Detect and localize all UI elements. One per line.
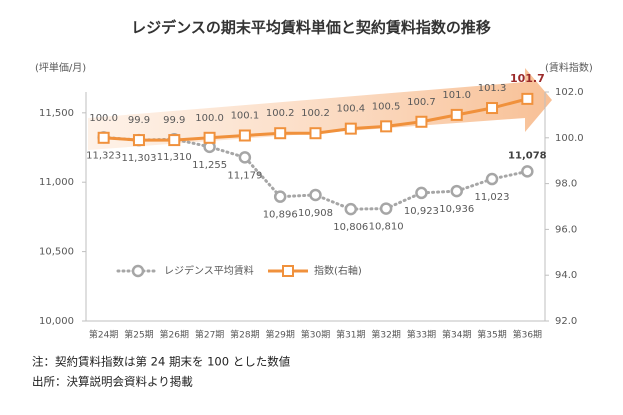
chart-title: レジデンスの期末平均賃料単価と契約賃料指数の推移 xyxy=(131,19,491,37)
point xyxy=(132,134,145,147)
y-tick-label: 10,500 xyxy=(39,247,74,258)
data-label: 101.0 xyxy=(442,90,471,101)
legend-marker xyxy=(131,264,145,278)
legend-label: レジデンス平均賃料 xyxy=(164,264,254,277)
x-tick-label: 第34期 xyxy=(442,329,471,341)
data-label: 11,303 xyxy=(121,153,156,164)
data-label: 11,023 xyxy=(475,192,510,203)
x-tick-label: 第35期 xyxy=(477,329,506,341)
x-tick-label: 第25期 xyxy=(124,329,153,341)
data-label: 10,896 xyxy=(263,210,298,221)
point xyxy=(97,131,110,144)
data-label: 100.1 xyxy=(231,111,260,122)
point xyxy=(521,92,534,105)
y2-tick-label: 94.0 xyxy=(555,270,577,281)
y2-tick-label: 96.0 xyxy=(555,224,577,235)
data-label: 10,923 xyxy=(404,206,439,217)
x-tick-label: 第29期 xyxy=(265,329,294,341)
point xyxy=(238,151,252,164)
note: 注：契約賃料指数は第 24 期末を 100 とした数値 xyxy=(32,355,291,369)
point xyxy=(274,127,287,140)
y2-tick-label: 92.0 xyxy=(555,316,577,327)
y2-tick-label: 102.0 xyxy=(555,87,584,98)
data-label: 100.0 xyxy=(195,113,224,124)
point xyxy=(238,129,251,142)
data-label: 11,310 xyxy=(157,152,192,163)
point xyxy=(380,120,393,133)
y-tick-label: 11,000 xyxy=(39,177,74,188)
data-label: 11,255 xyxy=(192,160,227,171)
y-tick-label: 10,000 xyxy=(39,316,74,327)
point xyxy=(203,131,216,144)
point xyxy=(485,172,499,186)
point xyxy=(486,102,499,115)
data-label: 100.0 xyxy=(89,113,118,124)
note: 出所：決算説明会資料より掲載 xyxy=(32,375,193,389)
point xyxy=(168,134,181,147)
x-tick-label: 第33期 xyxy=(407,329,436,341)
point xyxy=(344,122,357,135)
x-tick-label: 第31期 xyxy=(336,329,365,341)
data-label: 101.7 xyxy=(510,72,545,85)
point xyxy=(450,184,463,198)
data-label: 10,806 xyxy=(333,222,368,233)
legend-marker xyxy=(282,265,294,277)
data-label: 11,078 xyxy=(508,150,547,161)
data-label: 10,908 xyxy=(298,208,333,219)
x-tick-label: 第28期 xyxy=(230,329,259,341)
data-label: 100.7 xyxy=(407,97,436,108)
x-tick-label: 第32期 xyxy=(371,329,400,341)
data-label: 10,936 xyxy=(439,204,474,215)
trend-arrow xyxy=(88,68,552,150)
data-label: 100.2 xyxy=(266,108,295,119)
point xyxy=(344,202,358,216)
y2-axis-label: (賃料指数) xyxy=(545,61,593,74)
point xyxy=(309,188,322,202)
y2-tick-label: 100.0 xyxy=(555,133,584,144)
x-tick-label: 第26期 xyxy=(160,329,189,341)
x-tick-label: 第30期 xyxy=(301,329,330,341)
y-axis-label: (坪単価/月) xyxy=(35,61,86,74)
x-tick-label: 第27期 xyxy=(195,329,224,341)
point xyxy=(309,127,322,140)
x-tick-label: 第24期 xyxy=(89,329,118,341)
data-label: 11,179 xyxy=(227,170,262,181)
data-label: 99.9 xyxy=(163,115,185,126)
data-label: 99.9 xyxy=(128,115,150,126)
data-label: 101.3 xyxy=(478,83,507,94)
legend-label: 指数(右軸) xyxy=(314,264,362,277)
data-label: 100.2 xyxy=(301,108,330,119)
point xyxy=(273,190,287,203)
data-label: 100.5 xyxy=(372,101,401,112)
x-tick-label: 第36期 xyxy=(513,329,542,341)
data-label: 10,810 xyxy=(369,222,404,233)
point xyxy=(415,186,428,200)
point xyxy=(521,165,534,178)
y2-tick-label: 98.0 xyxy=(555,179,577,190)
point xyxy=(379,202,393,215)
data-label: 11,323 xyxy=(86,150,121,161)
y-tick-label: 11,500 xyxy=(39,108,74,119)
point xyxy=(415,115,428,128)
point xyxy=(450,108,463,121)
data-label: 100.4 xyxy=(336,104,365,115)
